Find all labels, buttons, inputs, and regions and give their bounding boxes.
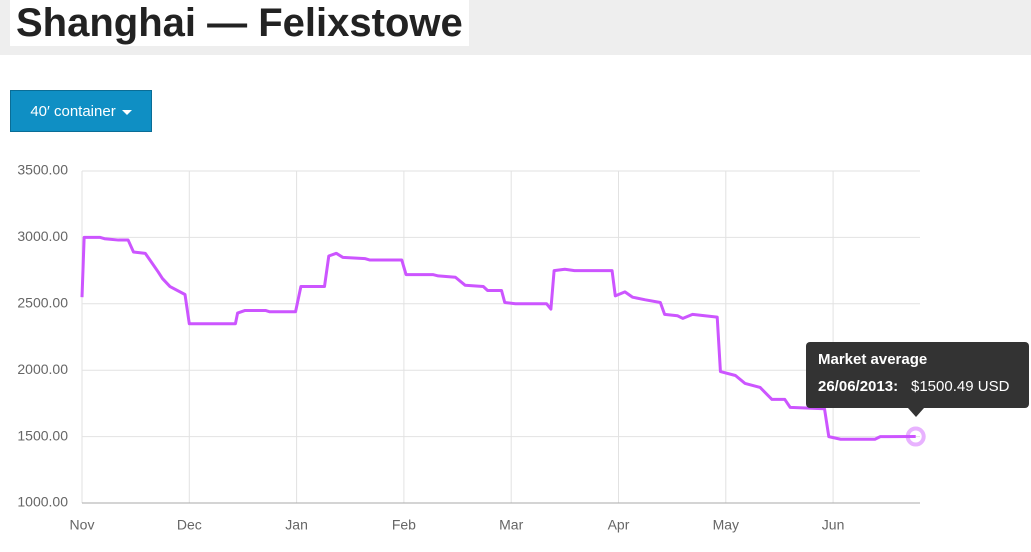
hover-point [905, 426, 926, 447]
price-line [80, 235, 916, 441]
y-tick-label: 1000.00 [17, 494, 68, 510]
tooltip-title: Market average [818, 351, 927, 368]
tooltip: Market average 26/06/2013: $1500.49 USD [806, 342, 1029, 417]
x-tick-label: Dec [177, 517, 202, 533]
x-tick-label: Nov [70, 517, 95, 533]
container-dropdown[interactable]: 40′ container [10, 90, 152, 132]
caret[interactable] [121, 109, 132, 115]
tooltip-value: $1500.49 USD [911, 378, 1010, 395]
dropdown-label[interactable]: 40′ container [30, 103, 116, 120]
x-tick-label: Jan [285, 517, 308, 533]
y-tick-label: 2500.00 [17, 295, 68, 311]
tooltip-box [806, 342, 1029, 408]
x-tick-label: May [713, 517, 739, 533]
x-tick-label: Jun [822, 517, 845, 533]
tooltip-arrow [908, 408, 924, 417]
y-tick-label: 1500.00 [17, 427, 68, 443]
x-tick-label: Feb [392, 517, 416, 533]
x-tick-label: Mar [499, 517, 523, 533]
y-tick-label: 3000.00 [17, 228, 68, 244]
x-tick-label: Apr [608, 517, 630, 533]
page-title: Shanghai — Felixstowe [10, 0, 469, 46]
y-tick-label: 2000.00 [17, 361, 68, 377]
y-tick-label: 3500.00 [17, 162, 68, 178]
tooltip-date: 26/06/2013: [818, 378, 898, 395]
